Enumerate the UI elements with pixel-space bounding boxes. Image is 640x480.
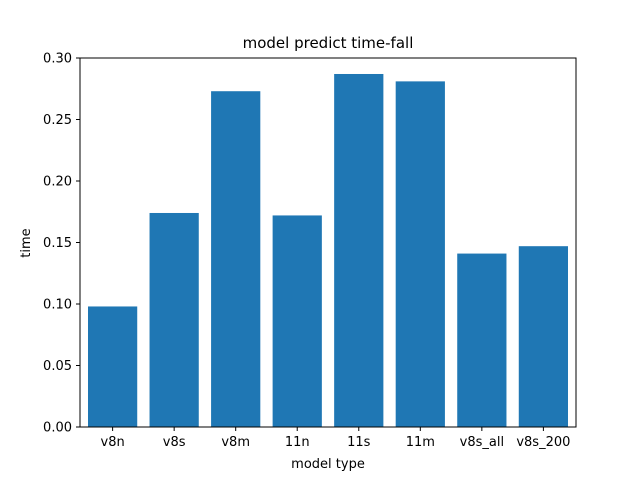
y-tick-label: 0.05 [43,359,72,374]
y-tick-label: 0.00 [43,421,72,436]
bar-v8n [88,306,138,427]
bar-v8s_200 [518,246,568,427]
y-tick-label: 0.15 [43,236,72,251]
bar-11n [272,215,322,427]
y-axis: 0.00 0.05 0.10 0.15 0.20 0.25 0.30 [43,52,80,436]
x-axis-label: model type [291,457,365,472]
bar-11s [334,73,384,428]
x-tick-label: v8s_all [460,435,504,450]
bar-v8s [149,212,199,427]
y-axis-label: time [19,228,34,257]
chart-title: model predict time-fall [243,34,414,52]
bar-v8m [211,91,261,428]
y-tick-label: 0.30 [43,52,72,67]
x-tick-label: 11n [285,435,310,450]
y-tick-label: 0.20 [43,175,72,190]
y-tick-label: 0.25 [43,113,72,128]
x-tick-label: v8s_200 [516,435,570,450]
x-tick-label: 11s [347,435,371,450]
bars-group [88,73,568,428]
x-axis: v8n v8s v8m 11n 11s 11m v8s_all v8s_200 [101,427,570,450]
x-tick-label: v8m [221,435,250,450]
x-tick-label: v8n [101,435,125,450]
bar-11m [395,81,445,428]
x-tick-label: v8s [163,435,186,450]
bar-v8s_all [457,253,507,427]
y-tick-label: 0.10 [43,298,72,313]
x-tick-label: 11m [406,435,435,450]
